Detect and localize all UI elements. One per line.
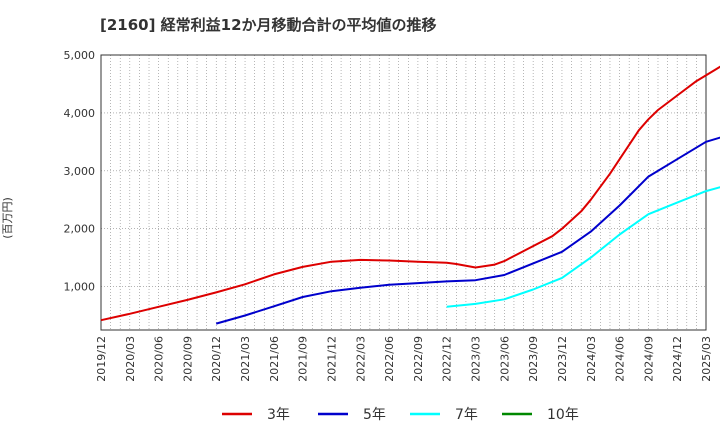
x-tick-label: 2021/03 xyxy=(239,336,252,382)
x-tick-label: 2022/12 xyxy=(441,336,454,382)
x-tick-label: 2019/12 xyxy=(95,336,108,382)
y-tick-label: 3,000 xyxy=(64,165,96,178)
x-tick-label: 2020/12 xyxy=(210,336,223,382)
chart-title: [2160] 経常利益12か月移動合計の平均値の推移 xyxy=(100,16,437,34)
x-tick-label: 2020/06 xyxy=(153,336,166,382)
series-line xyxy=(215,136,720,325)
y-tick-label: 4,000 xyxy=(64,107,96,120)
x-tick-label: 2021/09 xyxy=(297,336,310,382)
x-tick-label: 2021/06 xyxy=(268,336,281,382)
x-tick-label: 2022/09 xyxy=(412,336,425,382)
x-tick-label: 2024/06 xyxy=(614,336,627,382)
x-tick-label: 2025/03 xyxy=(700,336,713,382)
x-tick-label: 2021/12 xyxy=(325,336,338,382)
x-tick-label: 2020/03 xyxy=(124,336,137,382)
y-tick-label: 5,000 xyxy=(64,49,96,62)
series-line xyxy=(446,186,720,308)
legend-label: 7年 xyxy=(455,407,478,423)
x-tick-label: 2024/09 xyxy=(642,336,655,382)
legend-label: 5年 xyxy=(363,407,386,423)
x-tick-label: 2023/09 xyxy=(527,336,540,382)
x-tick-label: 2024/03 xyxy=(585,336,598,382)
x-tick-label: 2023/03 xyxy=(470,336,483,382)
x-tick-label: 2022/03 xyxy=(354,336,367,382)
series-line xyxy=(100,65,720,322)
x-tick-label: 2024/12 xyxy=(671,336,684,382)
y-tick-label: 1,000 xyxy=(64,281,96,294)
plot-frame xyxy=(100,54,707,331)
x-tick-label: 2023/06 xyxy=(498,336,511,382)
x-tick-label: 2020/09 xyxy=(181,336,194,382)
legend-label: 10年 xyxy=(547,407,579,423)
legend-label: 3年 xyxy=(267,407,290,423)
y-tick-label: 2,000 xyxy=(64,223,96,236)
x-tick-label: 2022/06 xyxy=(383,336,396,382)
plot-area xyxy=(101,55,706,330)
x-tick-label: 2023/12 xyxy=(556,336,569,382)
